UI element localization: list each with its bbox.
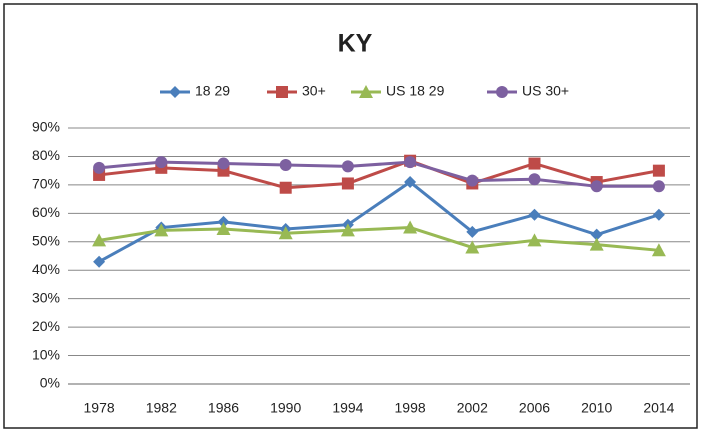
point bbox=[465, 240, 480, 254]
y-tick-label: 70% bbox=[32, 176, 60, 192]
x-tick-label: 1990 bbox=[270, 400, 301, 416]
x-tick-label: 1998 bbox=[395, 400, 426, 416]
point bbox=[651, 243, 666, 257]
legend-marker bbox=[496, 86, 508, 98]
legend-label: 18 29 bbox=[195, 83, 230, 99]
point bbox=[652, 164, 665, 177]
x-tick-label: 1994 bbox=[332, 400, 363, 416]
point bbox=[279, 181, 292, 194]
x-tick-label: 2014 bbox=[643, 400, 674, 416]
point bbox=[528, 173, 541, 186]
point bbox=[527, 233, 542, 247]
point bbox=[154, 223, 169, 237]
legend-label: US 18 29 bbox=[386, 83, 445, 99]
x-tick-label: 2006 bbox=[519, 400, 550, 416]
point bbox=[93, 161, 106, 174]
point bbox=[590, 180, 603, 193]
y-tick-label: 10% bbox=[32, 346, 60, 362]
series-line bbox=[98, 159, 660, 190]
point bbox=[278, 226, 293, 240]
point bbox=[279, 158, 292, 171]
point bbox=[340, 223, 355, 237]
point bbox=[589, 237, 604, 251]
point bbox=[466, 174, 479, 187]
y-tick-label: 80% bbox=[32, 147, 60, 163]
y-tick-label: 50% bbox=[32, 232, 60, 248]
legend-label: 30+ bbox=[302, 83, 326, 99]
x-tick-label: 1982 bbox=[146, 400, 177, 416]
y-tick-label: 90% bbox=[32, 119, 60, 135]
point bbox=[93, 255, 106, 268]
legend-marker bbox=[359, 85, 373, 98]
point bbox=[404, 156, 417, 169]
legend-marker bbox=[169, 86, 181, 98]
y-tick-label: 20% bbox=[32, 318, 60, 334]
x-tick-label: 2002 bbox=[457, 400, 488, 416]
x-tick-label: 2010 bbox=[581, 400, 612, 416]
point bbox=[217, 215, 230, 228]
x-tick-label: 1978 bbox=[84, 400, 115, 416]
point bbox=[217, 157, 230, 170]
x-tick-label: 1986 bbox=[208, 400, 239, 416]
point bbox=[216, 221, 231, 235]
legend-marker bbox=[276, 86, 288, 98]
series-line bbox=[98, 160, 659, 188]
chart-title: KY bbox=[338, 30, 373, 58]
point bbox=[590, 228, 603, 241]
y-tick-label: 30% bbox=[32, 289, 60, 305]
point bbox=[466, 225, 479, 238]
y-tick-label: 60% bbox=[32, 204, 60, 220]
point bbox=[92, 233, 107, 247]
series-line bbox=[98, 180, 660, 264]
point bbox=[528, 157, 541, 170]
point bbox=[403, 220, 418, 234]
y-tick-label: 0% bbox=[40, 375, 60, 391]
chart-frame bbox=[3, 3, 698, 429]
y-tick-label: 40% bbox=[32, 261, 60, 277]
point bbox=[404, 176, 417, 189]
point bbox=[652, 180, 665, 193]
legend-label: US 30+ bbox=[522, 83, 569, 99]
point bbox=[155, 156, 168, 169]
point bbox=[652, 208, 665, 221]
series-line bbox=[98, 226, 660, 252]
point bbox=[341, 177, 354, 190]
point bbox=[341, 160, 354, 173]
point bbox=[528, 208, 541, 221]
